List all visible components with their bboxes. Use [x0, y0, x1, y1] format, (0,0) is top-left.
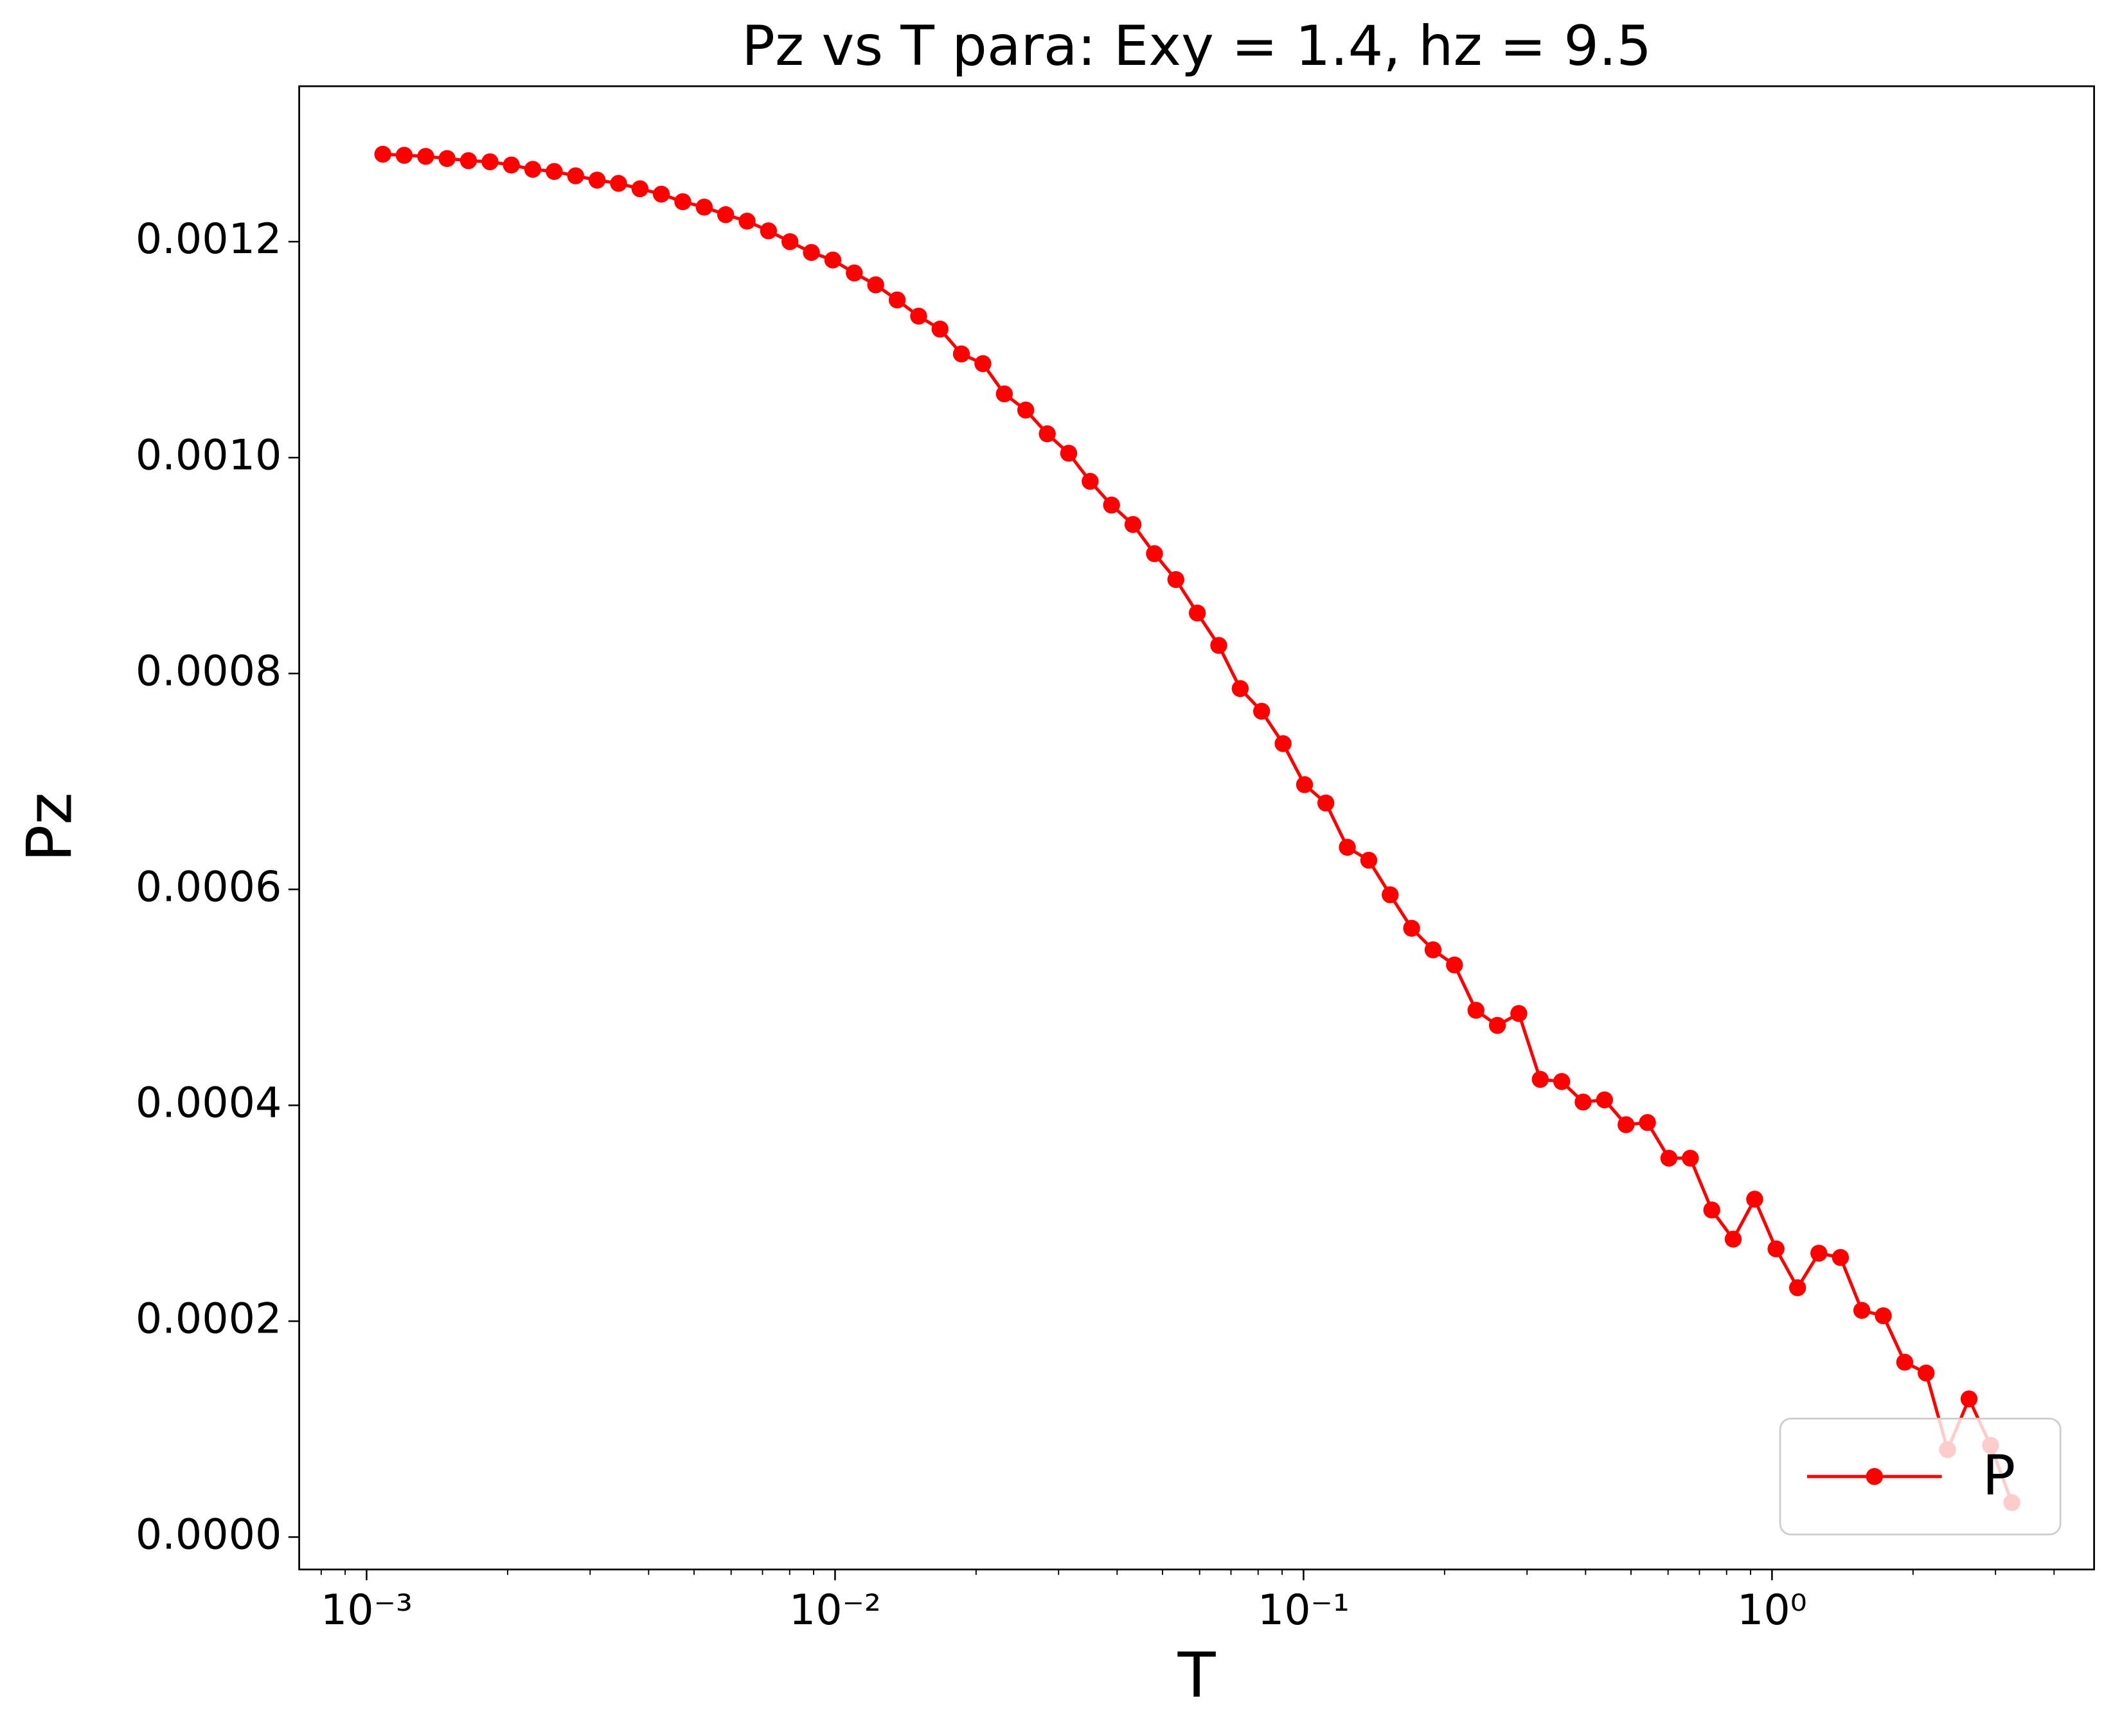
- data-point: [395, 146, 413, 164]
- data-point: [1639, 1114, 1656, 1131]
- data-point: [717, 206, 735, 224]
- plot-frame: [298, 85, 2095, 1571]
- data-point: [652, 186, 670, 203]
- data-point: [1360, 851, 1378, 869]
- data-point: [1403, 919, 1420, 937]
- y-tick-label: 0.0008: [136, 647, 281, 695]
- data-point: [974, 355, 992, 373]
- data-point: [1339, 838, 1356, 856]
- data-point: [417, 148, 434, 165]
- data-point: [1682, 1149, 1699, 1167]
- data-point: [931, 321, 949, 338]
- x-tick-label: 10⁰: [1737, 1586, 1807, 1634]
- data-point: [1510, 1005, 1528, 1022]
- data-point: [846, 264, 863, 282]
- data-point: [1531, 1070, 1549, 1088]
- data-point: [1703, 1201, 1720, 1219]
- data-point: [1103, 496, 1120, 514]
- data-point: [546, 163, 563, 181]
- data-point: [1917, 1364, 1935, 1382]
- data-point: [824, 251, 842, 269]
- data-point: [1146, 545, 1163, 562]
- data-point: [1746, 1191, 1763, 1208]
- data-point: [1810, 1244, 1828, 1262]
- data-point: [1853, 1302, 1871, 1319]
- data-point: [524, 161, 542, 178]
- data-point: [1618, 1116, 1635, 1133]
- data-point: [910, 307, 927, 325]
- y-tick-label: 0.0002: [136, 1295, 281, 1343]
- data-point: [1960, 1390, 1978, 1408]
- data-point: [1060, 445, 1078, 462]
- data-point: [1382, 886, 1399, 903]
- data-point: [952, 345, 970, 363]
- data-point: [438, 150, 456, 167]
- data-point: [631, 180, 649, 198]
- data-point: [1832, 1249, 1850, 1266]
- y-tick-label: 0.0010: [136, 431, 281, 479]
- data-point: [1488, 1016, 1506, 1034]
- y-tick-label: 0.0006: [136, 863, 281, 911]
- data-point: [1017, 402, 1035, 419]
- data-point: [1596, 1091, 1614, 1109]
- data-point: [1553, 1073, 1571, 1090]
- data-point: [1424, 941, 1442, 959]
- data-point: [1082, 472, 1099, 490]
- y-tick-label: 0.0004: [136, 1079, 281, 1127]
- y-axis-label: Pz: [13, 792, 85, 862]
- data-point: [1317, 794, 1335, 812]
- data-point: [1467, 1002, 1484, 1019]
- chart-title: Pz vs T para: Exy = 1.4, hz = 9.5: [742, 14, 1652, 78]
- data-point: [1896, 1354, 1914, 1371]
- data-point: [803, 244, 820, 261]
- data-point: [1210, 637, 1227, 654]
- x-tick-label: 10⁻³: [321, 1586, 413, 1634]
- x-tick-label: 10⁻²: [789, 1586, 881, 1634]
- data-point: [1274, 735, 1292, 752]
- data-point: [760, 222, 778, 240]
- data-point: [610, 175, 627, 192]
- data-point: [888, 291, 906, 309]
- data-point: [1788, 1279, 1806, 1297]
- data-point: [567, 167, 584, 184]
- data-point: [674, 193, 691, 211]
- data-point: [1167, 571, 1184, 589]
- data-point: [995, 385, 1013, 403]
- data-point: [481, 153, 499, 171]
- data-point: [867, 276, 884, 294]
- data-point: [738, 213, 756, 230]
- data-point: [1875, 1307, 1892, 1325]
- data-point: [1124, 516, 1142, 533]
- legend-marker: [1866, 1467, 1883, 1485]
- data-point: [1660, 1149, 1678, 1167]
- data-point: [781, 233, 799, 251]
- data-point: [374, 145, 391, 163]
- data-point: [1767, 1240, 1785, 1258]
- data-point: [1188, 604, 1206, 622]
- data-point: [1253, 702, 1270, 720]
- data-point: [503, 156, 520, 174]
- y-tick-label: 0.0000: [136, 1510, 281, 1559]
- data-point: [1296, 776, 1314, 793]
- y-tick-label: 0.0012: [136, 215, 281, 263]
- data-point: [1574, 1094, 1592, 1111]
- data-point: [1724, 1230, 1742, 1248]
- data-point: [1039, 425, 1056, 443]
- data-point: [695, 199, 713, 216]
- x-tick-label: 10⁻¹: [1258, 1586, 1350, 1634]
- data-point: [588, 172, 606, 189]
- data-point: [1231, 680, 1249, 697]
- data-point: [1446, 956, 1463, 974]
- data-point: [459, 152, 477, 170]
- x-axis-label: T: [1177, 1639, 1217, 1712]
- legend-label: P: [1983, 1444, 2016, 1508]
